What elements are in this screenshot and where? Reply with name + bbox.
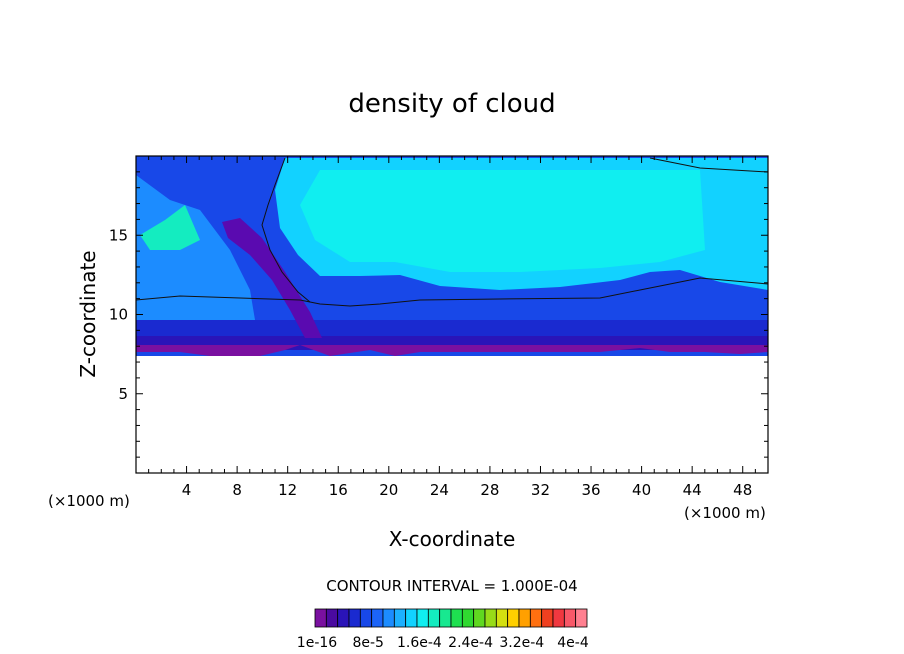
cloud-density-field (136, 156, 768, 473)
colorbar-swatch (439, 608, 452, 628)
x-tick-label: 44 (683, 481, 702, 499)
x-tick-label: 24 (430, 481, 449, 499)
y-axis-label: Z-coordinate (76, 250, 100, 377)
colorbar-swatch (529, 608, 543, 628)
x-tick-label: 16 (329, 481, 348, 499)
colorbar-swatch (371, 608, 384, 628)
colorbar-swatch (484, 608, 497, 628)
colorbar-swatch (461, 608, 475, 628)
colorbar-swatch (348, 608, 361, 628)
x-tick-label: 8 (232, 481, 242, 499)
chart-title: density of cloud (348, 89, 555, 119)
colorbar-swatch (325, 608, 339, 628)
colorbar-swatch (416, 608, 429, 628)
colorbar-label: 2.4e-4 (448, 635, 493, 651)
x-tick-label: 40 (632, 481, 651, 499)
colorbar-swatch (575, 608, 588, 628)
x-tick-label: 36 (581, 481, 600, 499)
x-tick-label: 48 (733, 481, 752, 499)
colorbar-swatch (382, 608, 395, 628)
cloud-contour-line (649, 157, 768, 173)
contour-interval-text: CONTOUR INTERVAL = 1.000E-04 (326, 577, 577, 595)
x-unit-label-right: (×1000 m) (684, 504, 766, 522)
y-tick-label: 5 (118, 385, 128, 403)
colorbar-label: 1e-16 (297, 635, 337, 651)
colorbar-swatch (563, 608, 577, 628)
colorbar-label: 1.6e-4 (397, 635, 442, 651)
colorbar-label: 8e-5 (352, 635, 383, 651)
y-tick-label: 15 (109, 226, 128, 244)
colorbar-swatch (337, 608, 350, 628)
x-tick-label: 20 (379, 481, 398, 499)
colorbar-swatch (518, 608, 531, 628)
y-tick-label: 10 (109, 306, 128, 324)
colorbar-label: 4e-4 (557, 635, 589, 651)
x-tick-label: 4 (182, 481, 192, 499)
x-unit-label-left: (×1000 m) (48, 492, 130, 510)
colorbar-swatch (393, 608, 407, 628)
left-cloud-region (136, 175, 255, 320)
colorbar-swatch (359, 608, 373, 628)
colorbar-swatch (427, 608, 441, 628)
upper-cloud-core (300, 170, 705, 272)
colorbar (314, 608, 588, 628)
x-tick-label: 12 (278, 481, 297, 499)
colorbar-label: 3.2e-4 (499, 635, 544, 651)
slanted-cloud-band (222, 218, 322, 338)
left-cloud-wisp (140, 205, 200, 250)
colorbar-swatch (495, 608, 509, 628)
colorbar-swatch (507, 608, 520, 628)
colorbar-labels: 1e-16 8e-5 1.6e-4 2.4e-4 3.2e-4 4e-4 (297, 635, 589, 651)
cloud-contour-line (261, 157, 311, 303)
x-tick-label: 28 (480, 481, 499, 499)
x-tick-label: 32 (531, 481, 550, 499)
cloud-base-edge (136, 345, 768, 356)
colorbar-swatch (473, 608, 486, 628)
colorbar-swatch (552, 608, 565, 628)
cloud-contour-line (136, 277, 768, 307)
x-axis-label: X-coordinate (389, 527, 516, 551)
colorbar-swatch (314, 608, 327, 628)
colorbar-swatch (541, 608, 554, 628)
colorbar-swatch (450, 608, 463, 628)
colorbar-swatch (405, 608, 418, 628)
